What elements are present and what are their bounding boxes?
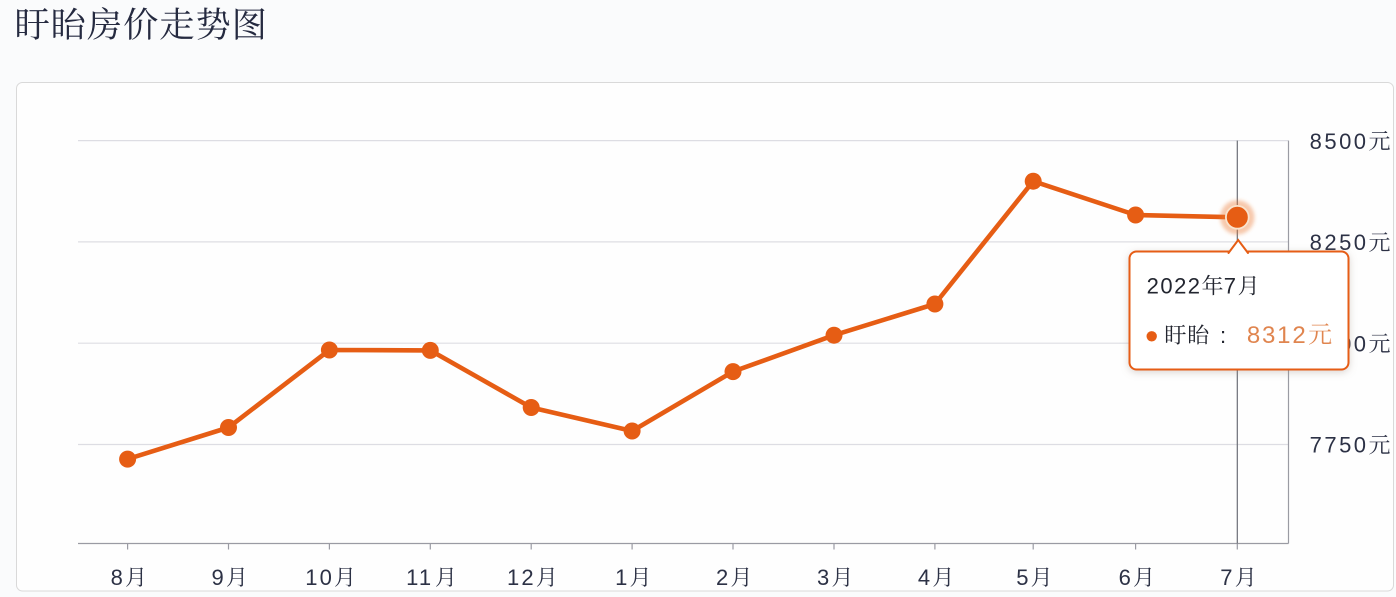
svg-text:8: 8: [111, 565, 125, 590]
svg-text:6: 6: [1119, 565, 1133, 590]
svg-text:7: 7: [1220, 565, 1234, 590]
svg-text:1: 1: [615, 565, 629, 590]
svg-text:10: 10: [305, 565, 334, 590]
svg-text:8500: 8500: [1310, 129, 1369, 154]
svg-text::: :: [1220, 323, 1226, 348]
svg-text:7: 7: [1224, 274, 1238, 299]
svg-text:9: 9: [212, 565, 226, 590]
svg-text:3: 3: [817, 565, 831, 590]
svg-text:5: 5: [1016, 565, 1030, 590]
svg-text:12: 12: [507, 565, 536, 590]
svg-text:11: 11: [406, 565, 433, 590]
svg-text:2022: 2022: [1147, 274, 1202, 299]
svg-text:8312: 8312: [1247, 322, 1308, 349]
svg-text:7750: 7750: [1310, 433, 1369, 458]
svg-text:2: 2: [716, 565, 730, 590]
svg-text:4: 4: [918, 565, 932, 590]
